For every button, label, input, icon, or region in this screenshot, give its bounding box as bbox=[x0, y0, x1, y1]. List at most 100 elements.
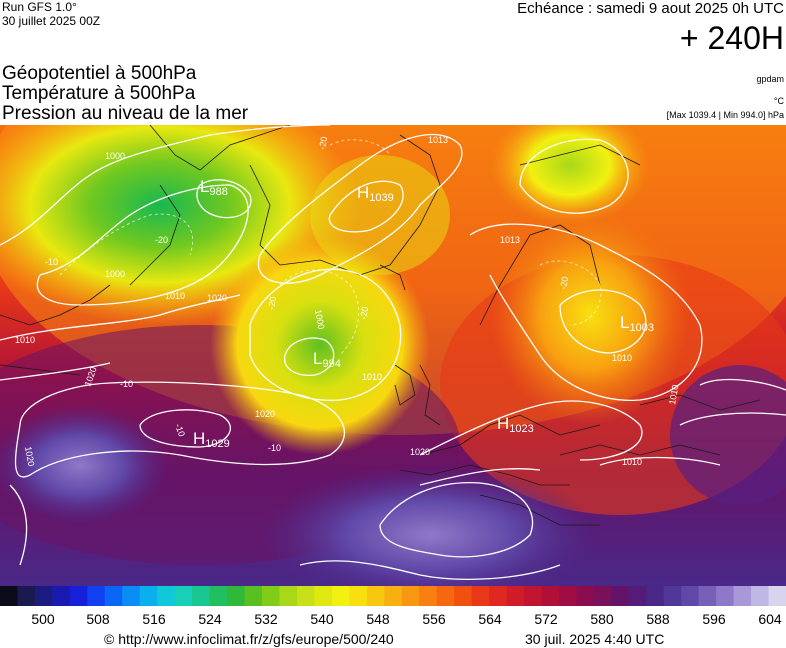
color-scale-swatch bbox=[471, 586, 490, 606]
isobar-label: 1000 bbox=[105, 269, 125, 279]
color-scale-swatch bbox=[401, 586, 420, 606]
isobars bbox=[0, 125, 786, 580]
isotherm-label: -20 bbox=[266, 296, 278, 311]
isotherm-label: -10 bbox=[268, 443, 281, 453]
color-scale-swatch bbox=[279, 586, 298, 606]
color-scale-swatch bbox=[174, 586, 193, 606]
legend-label: 564 bbox=[478, 611, 502, 627]
isobar-label: 1020 bbox=[23, 446, 36, 467]
color-scale-swatch bbox=[314, 586, 333, 606]
high-pressure-center: H1039 bbox=[357, 183, 394, 205]
coastlines bbox=[0, 125, 761, 526]
color-scale-swatch bbox=[506, 586, 525, 606]
forecast-valid-time: Echéance : samedi 9 aout 2025 0h UTC bbox=[517, 0, 784, 17]
low-pressure-center: L1003 bbox=[620, 313, 654, 335]
isotherm-label: -10 bbox=[120, 379, 133, 389]
color-scale-swatch bbox=[768, 586, 786, 606]
isobar-label: 1020 bbox=[410, 447, 430, 457]
forecast-map[interactable]: 1000 1000 1013 1010 1020 1010 1020 1010 … bbox=[0, 125, 786, 586]
color-scale-swatch bbox=[296, 586, 315, 606]
isotherm-label: -20 bbox=[155, 235, 168, 245]
color-scale-swatch bbox=[34, 586, 53, 606]
legend-label: 500 bbox=[31, 611, 55, 627]
isobar-label: 1000 bbox=[313, 309, 326, 330]
legend-label: 548 bbox=[366, 611, 390, 627]
color-scale-swatch bbox=[227, 586, 246, 606]
color-scale-swatch bbox=[366, 586, 385, 606]
color-scale-swatch bbox=[87, 586, 106, 606]
purple-core-east bbox=[670, 365, 786, 505]
isotherm-label: -20 bbox=[358, 306, 370, 321]
color-scale-swatch bbox=[576, 586, 595, 606]
purple-core-south bbox=[260, 465, 600, 586]
isotherm-label: -10 bbox=[45, 257, 58, 267]
color-scale-swatch bbox=[244, 586, 263, 606]
isotherm-label: -20 bbox=[558, 276, 570, 291]
greenland-ridge bbox=[310, 155, 450, 275]
color-scale-swatch bbox=[419, 586, 438, 606]
color-scale-swatch bbox=[663, 586, 682, 606]
legend-label: 596 bbox=[702, 611, 726, 627]
color-scale-swatch bbox=[733, 586, 752, 606]
color-scale-swatch bbox=[384, 586, 403, 606]
run-title: Run GFS 1.0° bbox=[2, 0, 77, 14]
isobar-label: 1000 bbox=[105, 151, 125, 161]
param-pressure: Pression au niveau de la mer bbox=[2, 103, 249, 124]
source-url[interactable]: © http://www.infoclimat.fr/z/gfs/europe/… bbox=[104, 631, 394, 647]
legend-label: 572 bbox=[534, 611, 558, 627]
purple-core-west bbox=[0, 405, 170, 525]
color-scale-swatch bbox=[698, 586, 717, 606]
warm-dome-east bbox=[490, 205, 690, 425]
color-scale-swatch bbox=[646, 586, 665, 606]
isobar-label: 1020 bbox=[207, 293, 227, 303]
high-pressure-center: H1023 bbox=[497, 414, 534, 436]
color-scale-swatch bbox=[157, 586, 176, 606]
isobar-label: 1010 bbox=[622, 457, 642, 467]
isobar-label: 1010 bbox=[667, 384, 680, 405]
color-scale-swatch bbox=[524, 586, 543, 606]
legend-label: 556 bbox=[422, 611, 446, 627]
generation-timestamp: 30 juil. 2025 4:40 UTC bbox=[525, 631, 665, 647]
param-geopotential: Géopotentiel à 500hPa bbox=[2, 63, 197, 84]
legend-label: 604 bbox=[758, 611, 782, 627]
color-scale-swatch bbox=[209, 586, 228, 606]
unit-celsius: °C bbox=[773, 96, 784, 106]
legend-label: 532 bbox=[254, 611, 278, 627]
color-scale-swatch bbox=[104, 586, 123, 606]
color-scale-swatch bbox=[454, 586, 473, 606]
color-scale-swatch bbox=[593, 586, 612, 606]
legend-label: 580 bbox=[590, 611, 614, 627]
isobar-label: 1013 bbox=[500, 235, 520, 245]
color-scale-swatch bbox=[436, 586, 455, 606]
color-scale-swatch bbox=[52, 586, 71, 606]
low-pressure-center: L988 bbox=[200, 177, 228, 199]
legend-label: 588 bbox=[646, 611, 670, 627]
color-scale-swatch bbox=[192, 586, 211, 606]
high-pressure-center: H1029 bbox=[193, 429, 230, 451]
color-scale-swatch bbox=[628, 586, 647, 606]
isotherm-label: -20 bbox=[317, 136, 329, 151]
unit-gpdam: gpdam bbox=[756, 74, 784, 84]
run-date: 30 juillet 2025 00Z bbox=[2, 14, 101, 28]
param-temperature: Température à 500hPa bbox=[2, 83, 196, 104]
isotherms bbox=[59, 139, 602, 356]
pressure-range: [Max 1039.4 | Min 994.0] hPa bbox=[666, 110, 784, 120]
isobar-label: 1013 bbox=[428, 135, 448, 145]
color-scale-swatch bbox=[558, 586, 577, 606]
isobar-label: 1010 bbox=[612, 353, 632, 363]
isobar-label: 1010 bbox=[362, 372, 382, 382]
isobar-label: 1010 bbox=[15, 335, 35, 345]
color-scale-swatch bbox=[681, 586, 700, 606]
color-scale-swatch bbox=[17, 586, 36, 606]
cold-pool-central bbox=[210, 235, 430, 455]
legend-label: 516 bbox=[142, 611, 166, 627]
color-scale-swatch bbox=[541, 586, 560, 606]
isotherm-label: -10 bbox=[173, 422, 187, 438]
legend-label: 508 bbox=[86, 611, 110, 627]
color-scale-swatch bbox=[139, 586, 158, 606]
color-scale-swatch bbox=[751, 586, 770, 606]
isobar-label: 1020 bbox=[255, 409, 275, 419]
color-scale-swatch bbox=[349, 586, 368, 606]
low-pressure-center: L994 bbox=[313, 349, 341, 371]
lead-time: + 240H bbox=[679, 20, 784, 56]
